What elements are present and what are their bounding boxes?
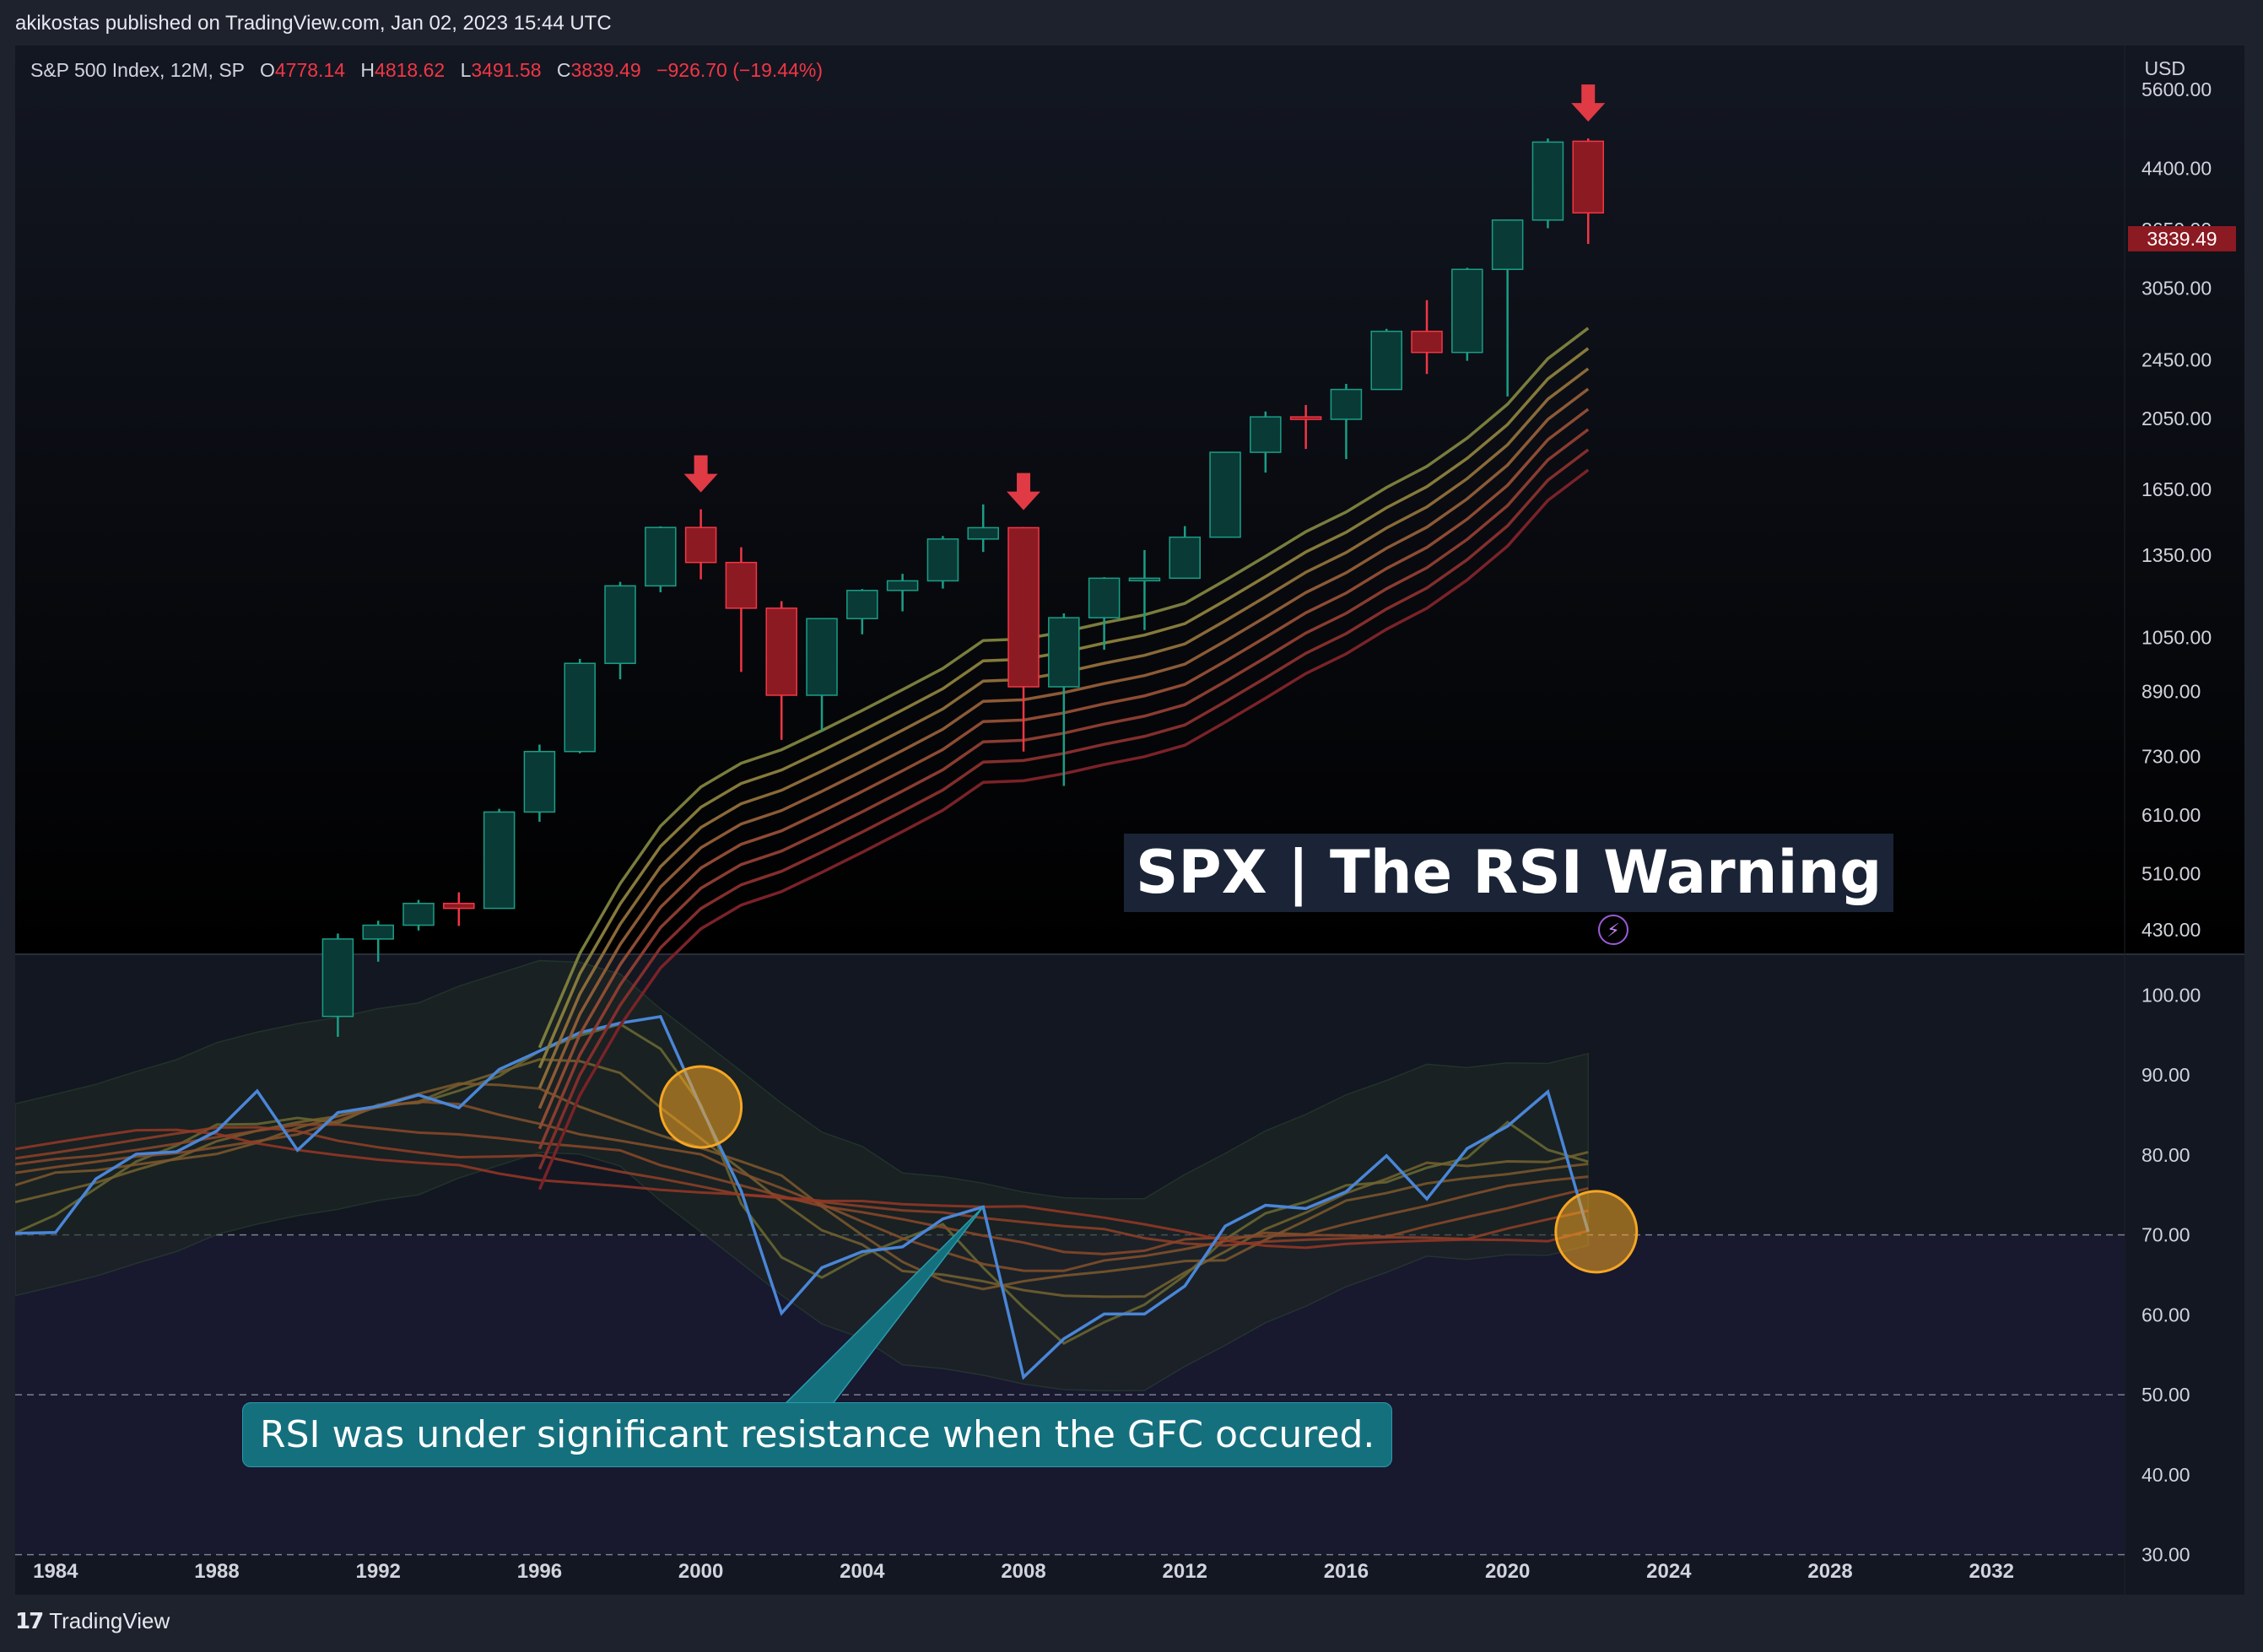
candle-body — [1411, 330, 1443, 354]
candle-body — [1007, 526, 1040, 688]
last-price-tag: 3839.49 — [2128, 226, 2236, 251]
x-tick-label: 2020 — [1485, 1560, 1530, 1583]
rsi-tick-label: 80.00 — [2141, 1144, 2190, 1166]
footer: 17 TradingView — [15, 1608, 170, 1634]
chart-title[interactable]: SPX | The RSI Warning — [1124, 834, 1894, 912]
price-tick-label: 430.00 — [2141, 919, 2201, 941]
x-tick-label: 2032 — [1969, 1560, 2014, 1583]
lightning-icon[interactable]: ⚡ — [1598, 915, 1628, 945]
price-tick-label: 1650.00 — [2141, 478, 2212, 500]
x-tick-label: 1992 — [356, 1560, 401, 1583]
rsi-ma-line — [15, 1128, 1589, 1250]
price-tick-label: 3050.00 — [2141, 278, 2212, 300]
down-arrow-icon — [1007, 472, 1041, 510]
x-tick-label: 2004 — [840, 1560, 885, 1583]
symbol-legend: S&P 500 Index, 12M, SP O4778.14 H4818.62… — [30, 59, 823, 82]
rsi-tick-label: 50.00 — [2141, 1384, 2190, 1406]
brand-name[interactable]: TradingView — [49, 1608, 170, 1633]
publish-info: akikostas published on TradingView.com, … — [15, 12, 612, 35]
rsi-annotation[interactable]: RSI was under significant resistance whe… — [242, 1402, 1393, 1467]
price-tick-label: 1350.00 — [2141, 544, 2212, 566]
price-tick-label: 890.00 — [2141, 681, 2201, 703]
close-label: C — [556, 59, 571, 81]
down-arrow-icon — [683, 455, 718, 493]
highlight-circle — [659, 1065, 743, 1149]
x-tick-label: 1984 — [33, 1560, 78, 1583]
price-pane-bg — [15, 46, 2244, 953]
price-tick-label: 510.00 — [2141, 863, 2201, 885]
tradingview-logo-icon[interactable]: 17 — [15, 1608, 44, 1634]
candle-body — [926, 538, 959, 582]
rsi-tick-label: 40.00 — [2141, 1464, 2190, 1486]
symbol-name[interactable]: S&P 500 Index, 12M, SP — [30, 59, 245, 81]
x-tick-label: 2008 — [1001, 1560, 1045, 1583]
rsi-tick-label: 60.00 — [2141, 1304, 2190, 1325]
rsi-tick-label: 100.00 — [2141, 984, 2201, 1006]
candle-body — [846, 590, 878, 619]
candle-body — [1330, 388, 1363, 420]
rsi-tick-label: 90.00 — [2141, 1064, 2190, 1086]
candle-body — [1491, 219, 1524, 271]
low-label: L — [460, 59, 472, 81]
rsi-tick-label: 30.00 — [2141, 1544, 2190, 1566]
candle-body — [402, 902, 435, 926]
candle-body — [886, 580, 919, 591]
rsi-ma-line — [15, 1100, 1589, 1272]
candle-body — [443, 902, 475, 910]
candle-body — [523, 750, 556, 813]
close-value: 3839.49 — [570, 59, 641, 81]
candle-body — [1250, 416, 1282, 453]
rsi-line — [15, 1015, 1590, 1380]
down-arrow-icon — [1571, 84, 1606, 122]
x-tick-label: 2000 — [678, 1560, 723, 1583]
rsi-ma-line — [15, 1082, 1589, 1291]
candle-body — [604, 585, 636, 664]
low-value: 3491.58 — [471, 59, 542, 81]
candle-body — [645, 526, 677, 587]
price-tick-label: 5600.00 — [2141, 78, 2212, 100]
candle-body — [684, 526, 717, 564]
chart-area[interactable]: 430.00 510.00 610.00 730.00 890.00 1050.00 135… — [15, 46, 2244, 1595]
candle-body — [1370, 330, 1402, 391]
high-label: H — [360, 59, 375, 81]
x-tick-label: 2012 — [1163, 1560, 1207, 1583]
rsi-tick-label: 70.00 — [2141, 1224, 2190, 1246]
x-tick-label: 2016 — [1324, 1560, 1369, 1583]
price-tick-label: 1050.00 — [2141, 626, 2212, 648]
price-tick-label: 4400.00 — [2141, 157, 2212, 179]
x-tick-label: 1996 — [517, 1560, 562, 1583]
candle-body — [806, 618, 838, 696]
candle-body — [1169, 536, 1201, 580]
high-value: 4818.62 — [375, 59, 446, 81]
candle-body — [362, 924, 394, 940]
candle-body — [1572, 140, 1604, 214]
candle-body — [321, 938, 354, 1018]
candle-body — [483, 811, 516, 910]
candle-body — [1209, 451, 1241, 538]
x-tick-label: 2028 — [1807, 1560, 1852, 1583]
candle-body — [765, 607, 797, 696]
candle-body — [1048, 617, 1080, 688]
candle-body — [1128, 577, 1161, 582]
price-tick-label: 730.00 — [2141, 746, 2201, 768]
open-label: O — [260, 59, 275, 81]
change-value: −926.70 (−19.44%) — [656, 59, 823, 81]
price-tick-label: 2450.00 — [2141, 349, 2212, 371]
candle-body — [967, 526, 999, 540]
candle-body — [1451, 268, 1483, 354]
candle-body — [1088, 577, 1121, 618]
currency-label: USD — [2144, 57, 2185, 79]
candle-body — [564, 662, 596, 753]
candle-body — [1289, 416, 1322, 420]
x-tick-label: 2024 — [1646, 1560, 1692, 1583]
price-tick-label: 2050.00 — [2141, 408, 2212, 429]
candle-body — [725, 561, 758, 609]
x-tick-label: 1988 — [194, 1560, 239, 1583]
chart-canvas[interactable]: 430.00 510.00 610.00 730.00 890.00 1050.00 135… — [15, 46, 2244, 1595]
open-value: 4778.14 — [274, 59, 346, 81]
candle-body — [1531, 141, 1564, 221]
highlight-circle — [1554, 1190, 1639, 1274]
price-tick-label: 610.00 — [2141, 804, 2201, 826]
